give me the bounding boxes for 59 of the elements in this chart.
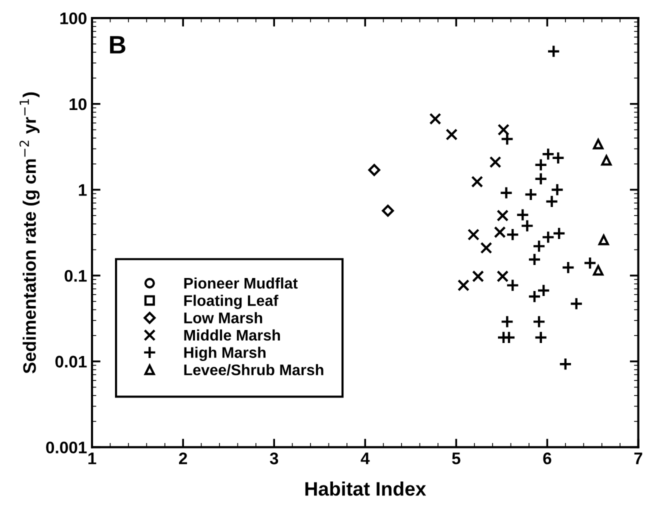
y-tick-label: 100 bbox=[60, 12, 86, 24]
x-tick-label: 4 bbox=[360, 452, 370, 464]
point bbox=[552, 226, 566, 240]
point bbox=[541, 147, 555, 161]
legend-label: Low Marsh bbox=[184, 312, 262, 324]
point bbox=[534, 172, 548, 186]
point bbox=[489, 156, 502, 168]
point bbox=[534, 158, 548, 172]
y-tick-label: 0.01 bbox=[55, 356, 87, 368]
legend-label: High Marsh bbox=[184, 346, 266, 362]
y-tick-label: 0.1 bbox=[64, 270, 87, 282]
point bbox=[592, 138, 604, 150]
point bbox=[562, 260, 575, 274]
point bbox=[429, 112, 442, 125]
point bbox=[500, 186, 513, 200]
point bbox=[570, 297, 584, 310]
point bbox=[382, 204, 394, 217]
point bbox=[558, 357, 572, 371]
legend-label: Pioneer Mudflat bbox=[184, 277, 298, 289]
y-tick-label: 10 bbox=[70, 98, 86, 110]
point bbox=[524, 188, 538, 202]
point bbox=[472, 270, 484, 282]
legend-label: Floating Leaf bbox=[184, 294, 278, 310]
point bbox=[468, 228, 480, 241]
point bbox=[532, 315, 546, 328]
point bbox=[534, 330, 548, 344]
x-tick-label: 1 bbox=[88, 452, 96, 464]
x-tick-label: 7 bbox=[634, 452, 642, 464]
point bbox=[500, 315, 514, 328]
point bbox=[545, 194, 558, 208]
legend-label: Levee/Shrub Marsh bbox=[184, 364, 324, 376]
point bbox=[471, 176, 484, 188]
point bbox=[446, 128, 458, 140]
point bbox=[583, 256, 597, 270]
point bbox=[528, 252, 542, 266]
point bbox=[546, 44, 560, 58]
point bbox=[368, 164, 380, 176]
x-tick-label: 3 bbox=[270, 452, 278, 464]
x-tick-label: 5 bbox=[452, 452, 460, 464]
annotation: B bbox=[110, 36, 126, 54]
point bbox=[516, 208, 530, 222]
point bbox=[592, 265, 604, 276]
point bbox=[496, 210, 509, 222]
point bbox=[550, 183, 564, 196]
x-tick-label: 2 bbox=[179, 452, 188, 464]
legend-label: Middle Marsh bbox=[184, 329, 280, 341]
point bbox=[551, 151, 565, 165]
point bbox=[598, 234, 609, 246]
x-tick-label: 6 bbox=[543, 452, 552, 464]
point bbox=[480, 242, 492, 254]
point bbox=[532, 240, 546, 253]
point bbox=[520, 219, 534, 232]
y-tick-label: 0.001 bbox=[46, 442, 87, 454]
y-tick-label: 1 bbox=[78, 184, 87, 196]
point bbox=[601, 155, 612, 166]
point bbox=[541, 230, 555, 244]
x-axis-title: Habitat Index bbox=[305, 481, 426, 496]
point bbox=[458, 279, 470, 292]
y-axis-title: Sedimentation rate (g cm$^{−2}$ yr$^{−1}$) bbox=[19, 92, 40, 374]
